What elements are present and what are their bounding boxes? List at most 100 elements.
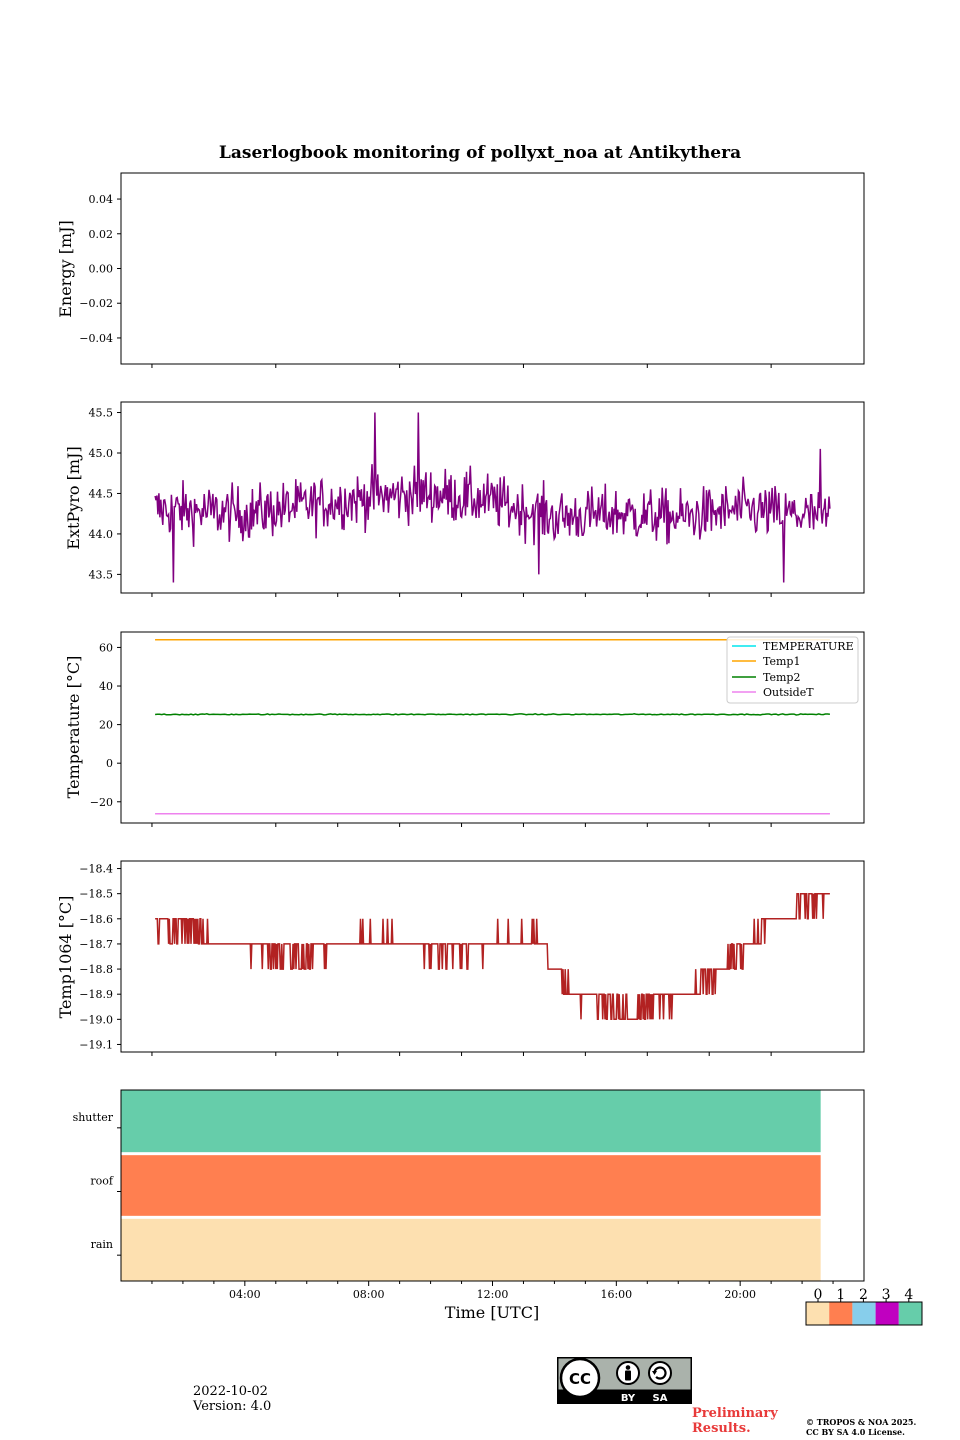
- temperature-ylabel: Temperature [°C]: [64, 656, 83, 799]
- ytick-label: −0.04: [79, 332, 113, 345]
- ytick-label: −18.5: [79, 888, 113, 901]
- status-row-rain: [121, 1218, 821, 1281]
- colorbar-tick-label: 0: [814, 1287, 823, 1303]
- status-row-roof: [121, 1155, 821, 1216]
- status-rows: [121, 1090, 821, 1281]
- cc-circle-icon: [559, 1357, 601, 1399]
- ytick-label: 43.5: [89, 568, 114, 581]
- date-label: 2022-10-02: [193, 1384, 268, 1399]
- ytick-label: −19.1: [79, 1038, 113, 1051]
- colorbar-swatch-1: [829, 1302, 853, 1325]
- ytick-label: −19.0: [79, 1013, 113, 1026]
- cc-badge-sa: SA: [653, 1393, 668, 1404]
- ytick-label: −0.02: [79, 297, 113, 310]
- xtick-label: 20:00: [724, 1288, 756, 1301]
- legend-box: [726, 636, 859, 704]
- preliminary-text-line: Results.: [692, 1421, 751, 1436]
- ytick-label: −18.9: [79, 988, 113, 1001]
- colorbar-tick-label: 3: [882, 1287, 891, 1303]
- ytick-label: 0: [106, 757, 113, 770]
- status-xticks: 04:00 08:00 12:00 16:00 20:00: [151, 1281, 834, 1301]
- legend-label-outsidet: OutsideT: [763, 686, 814, 699]
- temp1064-panel: Temp1064 [°C] −18.4−18.5−18.6−18.7−18.8−…: [56, 860, 865, 1056]
- ytick-label: 20: [99, 719, 113, 732]
- legend-label-temperature: TEMPERATURE: [763, 640, 854, 653]
- colorbar-swatch-4: [898, 1302, 922, 1325]
- ytick-label: 44.5: [89, 487, 114, 500]
- preliminary-text-line: Preliminary: [692, 1406, 778, 1421]
- status-panel: shutter roof rain 04:00 08:00 12:00 16:00 20:0…: [73, 1089, 865, 1322]
- ytick-label: −18.6: [79, 913, 113, 926]
- ytick-label: 60: [99, 641, 113, 654]
- colorbar-tick-label: 1: [836, 1287, 845, 1303]
- extpyro-xticks: [151, 593, 772, 597]
- ytick-label: 45.0: [89, 447, 114, 460]
- status-row-label: rain: [91, 1238, 113, 1251]
- temp1064-xticks: [151, 1052, 772, 1056]
- temperature-xticks: [151, 823, 772, 827]
- status-row-label: shutter: [73, 1111, 114, 1124]
- time-xlabel: Time [UTC]: [445, 1303, 539, 1322]
- by-person-body: [625, 1370, 631, 1381]
- copyright-line-2: CC BY SA 4.0 License.: [806, 1427, 905, 1437]
- extpyro-series-line: [154, 412, 831, 583]
- colorbar-swatch-0: [806, 1302, 830, 1325]
- ytick-label: 0.00: [89, 263, 114, 276]
- energy-ylabel: Energy [mJ]: [56, 220, 75, 318]
- legend-label-temp1: Temp1: [763, 655, 800, 668]
- copyright-line-1: © TROPOS & NOA 2025.: [806, 1417, 917, 1427]
- energy-xticks: [151, 364, 772, 368]
- energy-axes-frame: [120, 172, 865, 365]
- by-person-head: [625, 1365, 631, 1370]
- ytick-label: 44.0: [89, 528, 114, 541]
- ytick-label: −18.7: [79, 938, 113, 951]
- colorbar-swatch-3: [875, 1302, 899, 1325]
- colorbar-tick-label: 4: [904, 1287, 913, 1303]
- ytick-label: −20: [90, 796, 113, 809]
- colorbar-swatch-2: [852, 1302, 876, 1325]
- temperature-yticks: 60 40 20 0 −20: [90, 641, 121, 809]
- colorbar-tick-label: 2: [859, 1287, 868, 1303]
- ytick-label: −18.8: [79, 963, 113, 976]
- temp1064-series-line: [155, 892, 830, 1021]
- energy-yticks: 0.04 0.02 0.00 −0.02 −0.04: [79, 193, 121, 345]
- preliminary-line: Preliminary Results.: [692, 1406, 778, 1436]
- version-label: Version: 4.0: [193, 1399, 272, 1414]
- cc-badge-cc: CC: [569, 1370, 591, 1388]
- ytick-label: −18.4: [79, 863, 113, 876]
- sa-arrow: [652, 1371, 657, 1375]
- temperature-panel: Temperature [°C] 60 40 20 0 −20 TEMPERATURE …: [64, 631, 865, 827]
- temp2-series-line: [155, 713, 830, 716]
- legend-label-temp2: Temp2: [763, 671, 800, 684]
- cc-badge-by: BY: [621, 1393, 636, 1404]
- ytick-label: 0.02: [89, 228, 114, 241]
- status-row-shutter: [121, 1090, 821, 1153]
- temp1064-ylabel: Temp1064 [°C]: [56, 896, 75, 1019]
- ytick-label: 45.5: [89, 407, 114, 420]
- extpyro-panel: ExtPyro [mJ] 43.5 44.0 44.5 45.0 45.5: [64, 401, 865, 597]
- extpyro-axes-frame: [120, 401, 865, 594]
- colorbar-frame: [805, 1301, 923, 1326]
- temperature-legend: TEMPERATURE Temp1 Temp2 OutsideT: [726, 636, 859, 704]
- status-row-label: roof: [90, 1175, 114, 1188]
- sa-sharealike-icon: [648, 1361, 672, 1385]
- energy-panel: Energy [mJ] 0.04 0.02 0.00 −0.02 −0.04: [56, 172, 865, 368]
- xtick-label: 04:00: [229, 1288, 261, 1301]
- xtick-label: 16:00: [600, 1288, 632, 1301]
- sa-arc: [653, 1366, 667, 1380]
- status-yticks: shutter roof rain: [73, 1111, 121, 1256]
- extpyro-yticks: 43.5 44.0 44.5 45.0 45.5: [89, 407, 121, 581]
- xtick-label: 12:00: [477, 1288, 509, 1301]
- ytick-label: 0.04: [89, 193, 114, 206]
- extpyro-ylabel: ExtPyro [mJ]: [64, 446, 83, 549]
- temperature-axes-frame: [120, 631, 865, 824]
- xtick-label: 08:00: [353, 1288, 385, 1301]
- copyright-note: © TROPOS & NOA 2025. CC BY SA 4.0 Licens…: [806, 1417, 916, 1437]
- temp1064-yticks: −18.4 −18.5 −18.6 −18.7 −18.8 −18.9 −19.0 −19.1: [79, 863, 121, 1051]
- cc-by-sa-license-icon: CC BY SA: [557, 1357, 692, 1404]
- ytick-label: 40: [99, 680, 113, 693]
- temp1064-axes-frame: [120, 860, 865, 1053]
- preliminary-results-note: Preliminary Results.: [692, 1406, 778, 1436]
